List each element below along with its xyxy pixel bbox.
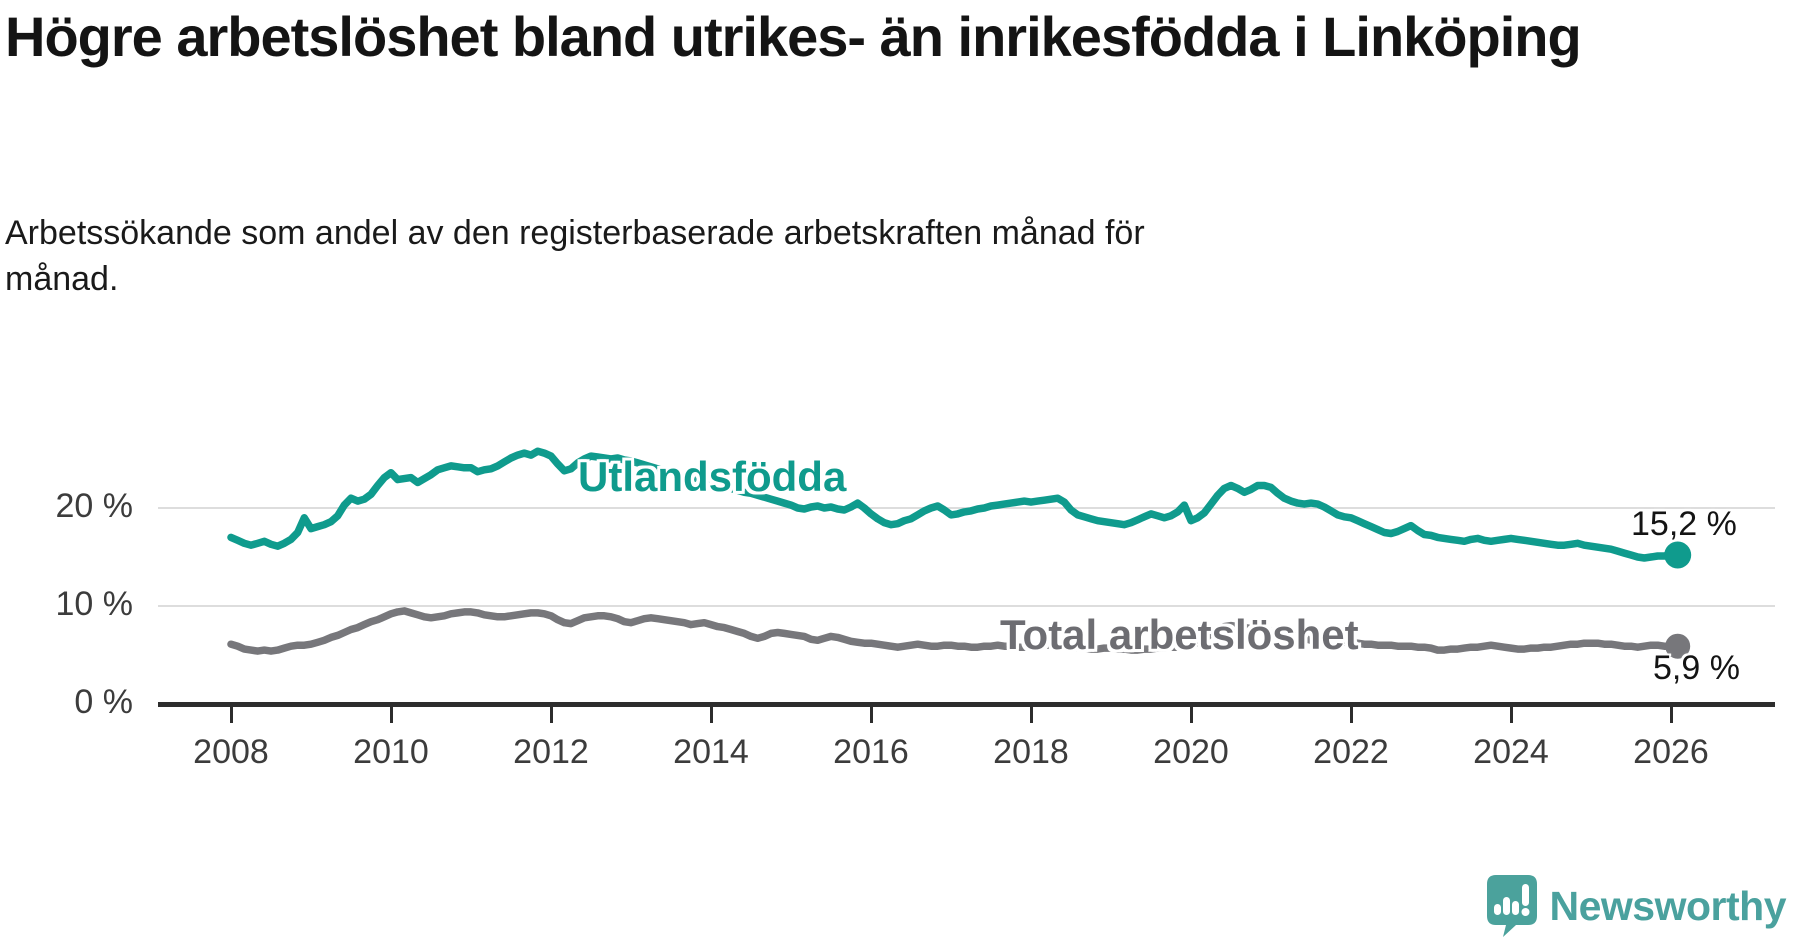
- endpoint-dot-total: [1665, 633, 1691, 659]
- x-axis-tick: [1349, 707, 1353, 723]
- x-axis-label: 2026: [1633, 733, 1709, 771]
- newsworthy-logo: Newsworthy: [1486, 874, 1787, 938]
- x-axis-label: 2014: [673, 733, 749, 771]
- x-axis-tick: [869, 707, 873, 723]
- x-axis-label: 2020: [1153, 733, 1229, 771]
- y-axis-label: 10 %: [55, 585, 134, 623]
- x-axis-tick: [1509, 707, 1513, 723]
- x-axis-tick: [709, 707, 713, 723]
- line-total-arbetsloshet: [227, 607, 1682, 655]
- chart-subtitle: Arbetssökande som andel av den registerb…: [5, 214, 1145, 299]
- x-axis-label: 2018: [993, 733, 1069, 771]
- y-axis-label: 20 %: [55, 487, 134, 525]
- x-axis-line: [158, 702, 1775, 707]
- x-axis-tick: [1189, 707, 1193, 723]
- page-title: Högre arbetslöshet bland utrikes- än inr…: [5, 5, 1582, 68]
- x-axis-tick: [1029, 707, 1033, 723]
- x-axis-tick: [389, 707, 393, 723]
- y-axis-label: 0 %: [74, 683, 133, 721]
- gridline: [158, 605, 1775, 607]
- line-utlandsfodda: [227, 447, 1682, 562]
- x-axis-label: 2008: [193, 733, 269, 771]
- logo-text: Newsworthy: [1549, 882, 1787, 929]
- endpoint-dot-utlandsfodda: [1664, 541, 1692, 569]
- x-axis-label: 2016: [833, 733, 909, 771]
- x-axis-label: 2024: [1473, 733, 1549, 771]
- x-axis-tick: [229, 707, 233, 723]
- x-axis-tick: [549, 707, 553, 723]
- x-axis-label: 2012: [513, 733, 589, 771]
- x-axis-label: 2022: [1313, 733, 1389, 771]
- logo-speech-bubble-chart-icon: [1486, 875, 1537, 937]
- x-axis-label: 2010: [353, 733, 429, 771]
- x-axis-tick: [1669, 707, 1673, 723]
